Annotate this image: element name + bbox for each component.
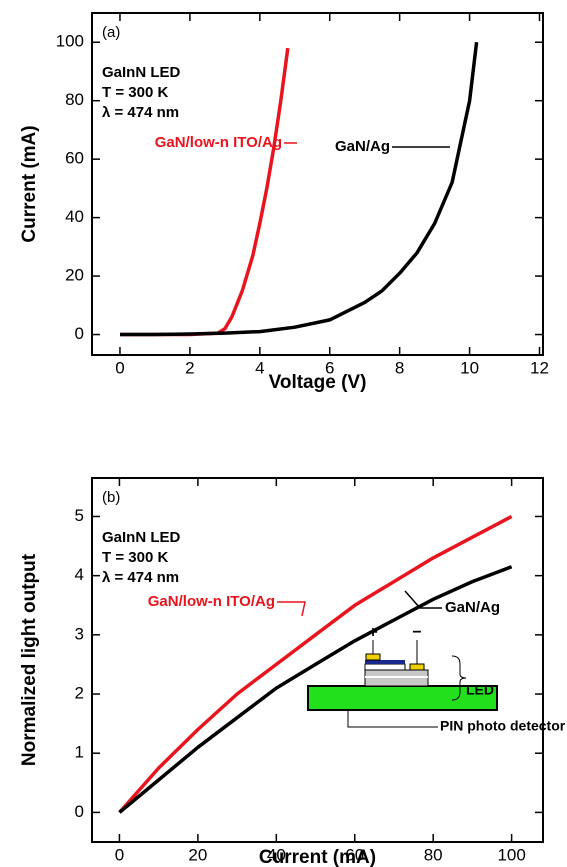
y-tick-label: 20 xyxy=(65,266,84,285)
panel-label: (a) xyxy=(102,24,120,41)
led-layer xyxy=(365,676,428,678)
series-label: GaN/Ag xyxy=(445,599,500,616)
inset-label: + xyxy=(368,624,377,641)
series-line xyxy=(120,41,479,337)
label-leader xyxy=(404,590,442,609)
inset-label: PIN photo detector xyxy=(440,718,566,734)
annotation: GaInN LED xyxy=(102,64,181,81)
annotation: GaInN LED xyxy=(102,529,181,546)
series-label: GaN/Ag xyxy=(335,138,390,155)
y-tick-label: 4 xyxy=(75,565,84,584)
y-tick-label: 60 xyxy=(65,149,84,168)
y-tick-label: 0 xyxy=(75,324,84,343)
x-tick-label: 80 xyxy=(424,845,443,864)
brace xyxy=(451,655,467,701)
y-tick-label: 5 xyxy=(75,506,84,525)
series-line xyxy=(118,565,513,814)
x-tick-label: 2 xyxy=(185,358,194,377)
annotation: λ = 474 nm xyxy=(102,104,179,121)
inset xyxy=(307,640,498,728)
contact xyxy=(409,663,425,671)
x-tick-label: 8 xyxy=(395,358,404,377)
x-tick-label: 6 xyxy=(325,358,334,377)
panel-label: (b) xyxy=(102,489,120,506)
inset-label: LED xyxy=(466,682,494,698)
y-tick-label: 40 xyxy=(65,207,84,226)
led-layer xyxy=(365,660,405,664)
x-tick-label: 100 xyxy=(497,845,525,864)
x-tick-label: 12 xyxy=(530,358,549,377)
annotation: T = 300 K xyxy=(102,549,168,566)
y-axis-label: Current (mA) xyxy=(19,125,40,242)
series-label: GaN/low-n ITO/Ag xyxy=(155,134,282,151)
x-tick-label: 40 xyxy=(267,845,286,864)
x-axis-label: Current (mA) xyxy=(259,847,376,867)
inset-label: − xyxy=(412,624,421,641)
y-tick-label: 3 xyxy=(75,624,84,643)
x-tick-label: 0 xyxy=(115,845,124,864)
y-tick-label: 0 xyxy=(75,802,84,821)
y-axis-label: Normalized light output xyxy=(19,553,40,766)
label-leader xyxy=(277,601,306,617)
y-tick-label: 1 xyxy=(75,743,84,762)
contact xyxy=(365,653,381,661)
x-tick-label: 10 xyxy=(460,358,479,377)
x-tick-label: 0 xyxy=(115,358,124,377)
x-tick-label: 60 xyxy=(345,845,364,864)
y-tick-label: 2 xyxy=(75,684,84,703)
y-tick-label: 100 xyxy=(56,32,84,51)
leader xyxy=(347,710,438,728)
series-line xyxy=(118,514,513,814)
x-tick-label: 20 xyxy=(188,845,207,864)
annotation: λ = 474 nm xyxy=(102,569,179,586)
led-layer xyxy=(364,663,406,671)
plot-frame xyxy=(91,477,544,843)
x-tick-label: 4 xyxy=(255,358,264,377)
plot-frame xyxy=(91,12,544,356)
y-tick-label: 80 xyxy=(65,90,84,109)
detector xyxy=(307,685,498,711)
x-axis-label: Voltage (V) xyxy=(269,372,367,393)
series-label: GaN/low-n ITO/Ag xyxy=(148,593,275,610)
annotation: T = 300 K xyxy=(102,84,168,101)
